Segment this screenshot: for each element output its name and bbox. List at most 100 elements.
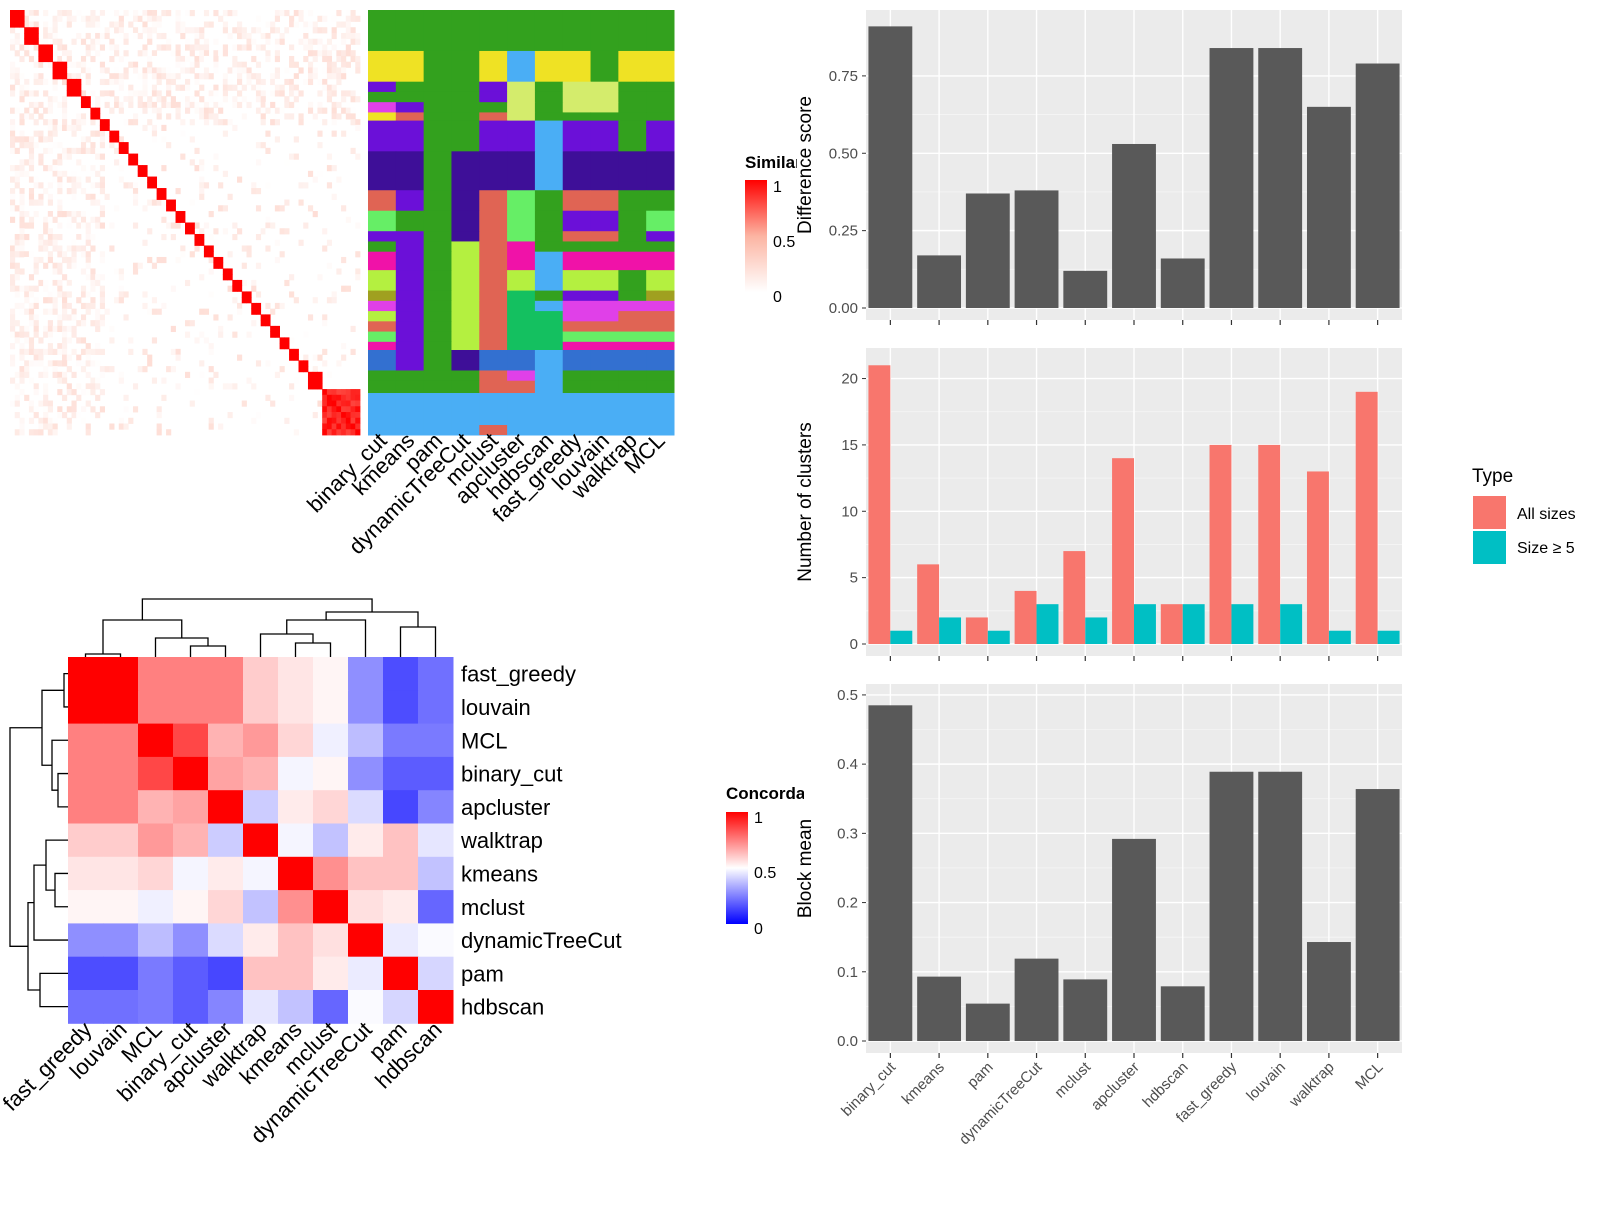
assignment-cell [646, 81, 675, 93]
similarity-diagonal-cell [47, 50, 53, 57]
similarity-cell [265, 21, 271, 28]
similarity-cell [293, 107, 299, 114]
similarity-cell [47, 308, 53, 315]
similarity-diagonal-cell [104, 124, 110, 132]
similarity-cell [118, 274, 124, 281]
similarity-cell [222, 21, 228, 28]
similarity-cell [43, 21, 49, 28]
similarity-cell [43, 262, 49, 269]
similarity-cell [57, 377, 63, 384]
assignment-cell [562, 102, 592, 113]
assignment-cell [368, 321, 397, 333]
similarity-cell [345, 61, 351, 68]
similarity-cell [85, 400, 91, 407]
similarity-cell [57, 38, 63, 45]
similarity-cell [71, 73, 77, 80]
similarity-cell [336, 67, 342, 74]
assignment-cell [507, 120, 536, 152]
similarity-diagonal-cell [326, 429, 333, 436]
similarity-cell [293, 136, 299, 143]
concordance-cell [103, 723, 139, 758]
similarity-cell [28, 142, 35, 149]
similarity-diagonal-cell [336, 417, 342, 424]
similarity-cell [85, 274, 91, 281]
assignment-cell [562, 190, 592, 212]
similarity-diagonal-cell [322, 423, 328, 430]
similarity-diagonal-cell [128, 159, 134, 166]
similarity-cell [289, 337, 295, 344]
similarity-cell [128, 348, 134, 355]
similarity-diagonal-cell [355, 394, 361, 401]
similarity-cell [284, 279, 290, 287]
similarity-cell [289, 78, 295, 86]
similarity-cell [85, 67, 91, 74]
similarity-cell [66, 153, 72, 160]
similarity-diagonal-cell [350, 389, 356, 396]
concordance-cell [103, 756, 139, 791]
concordance-dendrograms [9, 598, 437, 1008]
similarity-cell [118, 165, 124, 172]
similarity-cell [28, 251, 35, 258]
y-tick-label: 0.0 [837, 1033, 858, 1050]
similarity-cell [47, 101, 53, 109]
bar [1014, 190, 1059, 308]
similarity-cell [104, 32, 110, 40]
bar-size-ge-5 [1085, 617, 1108, 644]
similarity-cell [336, 78, 342, 86]
assignment-cell [423, 102, 452, 113]
similarity-cell [222, 44, 228, 51]
similarity-cell [274, 78, 280, 86]
similarity-cell [232, 233, 238, 241]
concordance-cell [418, 823, 454, 858]
similarity-cell [14, 107, 20, 114]
similarity-cell [66, 50, 72, 57]
similarity-cell [123, 101, 129, 109]
similarity-cell [57, 343, 63, 350]
similarity-cell [222, 27, 228, 34]
similarity-cell [170, 233, 176, 241]
bar-all-sizes [1209, 444, 1232, 644]
similarity-cell [151, 199, 158, 206]
similarity-cell [10, 44, 16, 51]
similarity-cell [99, 90, 105, 97]
similarity-cell [52, 124, 58, 132]
similarity-cell [312, 55, 318, 63]
similarity-diagonal-cell [38, 55, 44, 63]
similarity-cell [10, 119, 16, 126]
similarity-diagonal-cell [355, 400, 361, 407]
similarity-cell [213, 55, 219, 63]
similarity-diagonal-cell [19, 21, 25, 28]
concordance-cell [103, 657, 139, 691]
concordance-cell [138, 790, 174, 824]
similarity-diagonal-cell [175, 216, 181, 223]
similarity-cell [213, 67, 219, 74]
similarity-diagonal-cell [341, 394, 347, 401]
similarity-cell [237, 27, 243, 34]
concordance-cell [348, 790, 384, 824]
similarity-cell [52, 348, 58, 355]
similarity-cell [132, 383, 139, 390]
similarity-cell [85, 233, 91, 241]
similarity-cell [33, 107, 39, 114]
similarity-cell [118, 285, 124, 292]
similarity-cell [118, 32, 124, 40]
similarity-cell [38, 182, 44, 189]
similarity-cell [62, 291, 68, 298]
similarity-cell [52, 50, 58, 57]
similarity-cell [265, 216, 271, 223]
similarity-diagonal-cell [326, 394, 333, 401]
similarity-cell [151, 67, 158, 74]
similarity-cell [298, 90, 304, 97]
assignment-cell [451, 380, 480, 394]
similarity-diagonal-cell [43, 50, 49, 57]
similarity-diagonal-cell [350, 406, 356, 413]
similarity-cell [90, 165, 96, 172]
similarity-cell [95, 38, 101, 45]
similarity-cell [123, 38, 129, 45]
similarity-cell [326, 55, 333, 63]
similarity-cell [265, 394, 271, 401]
similarity-cell [213, 119, 219, 126]
similarity-cell [80, 113, 87, 120]
concordance-cell [68, 690, 104, 725]
similarity-diagonal-cell [38, 50, 44, 57]
